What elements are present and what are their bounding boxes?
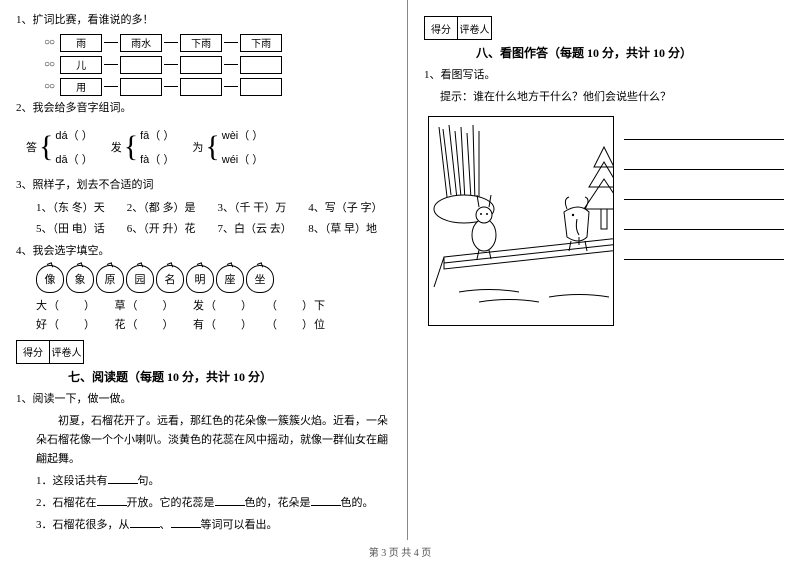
score-label: 得分 <box>424 16 458 40</box>
brace-group-0: 答 { dá（ ） dā（ ） <box>26 127 93 167</box>
q2-title: 2、我会给多音字组词。 <box>16 100 391 118</box>
word-box[interactable]: 雨水 <box>120 34 162 52</box>
q1-title: 1、扩词比赛，看谁说的多！ <box>16 12 391 30</box>
word-box[interactable]: 下雨 <box>240 34 282 52</box>
apple-char: 像 <box>36 265 64 293</box>
sec7-intro: 1、阅读一下，做一做。 <box>16 391 391 409</box>
q3-title: 3、照样子，划去不合适的词 <box>16 177 391 195</box>
sec7-passage: 初夏，石榴花开了。远看，那红色的花朵像一簇簇火焰。近看，一朵朵石榴花像一个个小喇… <box>36 412 391 468</box>
sec7-sq3[interactable]: 3．石榴花很多，从、等词可以看出。 <box>36 516 391 535</box>
brace-group-1: 发 { fā（ ） fà（ ） <box>111 127 175 167</box>
apple-char: 座 <box>216 265 244 293</box>
q3-line[interactable]: 5、（田 电）话 6、（开 升）花 7、白（云 去） 8、（草 早）地 <box>36 220 391 239</box>
q2-groups: 答 { dá（ ） dā（ ） 发 { fā（ ） fà（ ） 为 <box>26 121 391 173</box>
apple-char: 象 <box>66 265 94 293</box>
seed-box: 儿 <box>60 56 102 74</box>
word-box[interactable]: 下雨 <box>180 34 222 52</box>
sec7-sq2[interactable]: 2．石榴花在开放。它的花蕊是色的，花朵是色的。 <box>36 494 391 513</box>
grader-label: 评卷人 <box>458 16 492 40</box>
section-7-title: 七、阅读题（每题 10 分，共计 10 分） <box>68 368 391 385</box>
apple-char: 名 <box>156 265 184 293</box>
ring-icon: ○○ <box>44 81 54 92</box>
ring-icon: ○○ <box>44 59 54 70</box>
q4-title: 4、我会选字填空。 <box>16 243 391 261</box>
picture-box <box>428 116 614 326</box>
pinyin-line[interactable]: dá（ ） <box>55 127 92 143</box>
brace-head: 为 <box>192 139 203 155</box>
apple-row: 像 象 原 园 名 明 座 坐 <box>36 265 391 293</box>
word-box[interactable] <box>180 78 222 96</box>
pinyin-line[interactable]: fà（ ） <box>140 151 174 167</box>
word-box[interactable] <box>120 78 162 96</box>
section-8-title: 八、看图作答（每题 10 分，共计 10 分） <box>476 44 784 61</box>
brace-group-2: 为 { wèi（ ） wéi（ ） <box>192 127 263 167</box>
pinyin-line[interactable]: dā（ ） <box>55 151 92 167</box>
score-box: 得分 评卷人 <box>16 340 391 364</box>
q3-line[interactable]: 1、（东 冬）天 2、（都 多）是 3、（千 干）万 4、写（子 字） <box>36 199 391 218</box>
writing-lines[interactable] <box>624 110 784 326</box>
q4-fill[interactable]: 好（ ） 花（ ） 有（ ） （ ）位 <box>36 316 391 332</box>
brace-head: 答 <box>26 139 37 155</box>
score-box: 得分 评卷人 <box>424 16 784 40</box>
apple-char: 明 <box>186 265 214 293</box>
score-label: 得分 <box>16 340 50 364</box>
q4-fill[interactable]: 大（ ） 草（ ） 发（ ） （ ）下 <box>36 297 391 313</box>
apple-char: 园 <box>126 265 154 293</box>
box-row-2: ○○ 用 <box>44 78 391 96</box>
word-box[interactable] <box>120 56 162 74</box>
box-row-1: ○○ 儿 <box>44 56 391 74</box>
sec8-q1: 1、看图写话。 <box>424 67 784 85</box>
apple-char: 原 <box>96 265 124 293</box>
pinyin-line[interactable]: fā（ ） <box>140 127 174 143</box>
box-row-0: ○○ 雨 雨水 下雨 下雨 <box>44 34 391 52</box>
word-box[interactable] <box>180 56 222 74</box>
word-box[interactable] <box>240 56 282 74</box>
left-column: 1、扩词比赛，看谁说的多！ ○○ 雨 雨水 下雨 下雨 ○○ 儿 ○○ 用 <box>0 0 408 540</box>
apple-char: 坐 <box>246 265 274 293</box>
brace-head: 发 <box>111 139 122 155</box>
pinyin-line[interactable]: wèi（ ） <box>222 127 264 143</box>
right-column: 得分 评卷人 八、看图作答（每题 10 分，共计 10 分） 1、看图写话。 提… <box>408 0 800 540</box>
ring-icon: ○○ <box>44 37 54 48</box>
seed-box: 用 <box>60 78 102 96</box>
page-footer: 第 3 页 共 4 页 <box>0 544 800 559</box>
word-box[interactable] <box>240 78 282 96</box>
q1-boxes: ○○ 雨 雨水 下雨 下雨 ○○ 儿 ○○ 用 <box>16 34 391 96</box>
sec7-sq1[interactable]: 1．这段话共有句。 <box>36 472 391 491</box>
sec8-hint: 提示：谁在什么地方干什么？他们会说些什么？ <box>440 89 784 107</box>
pinyin-line[interactable]: wéi（ ） <box>222 151 264 167</box>
grader-label: 评卷人 <box>50 340 84 364</box>
seed-box: 雨 <box>60 34 102 52</box>
